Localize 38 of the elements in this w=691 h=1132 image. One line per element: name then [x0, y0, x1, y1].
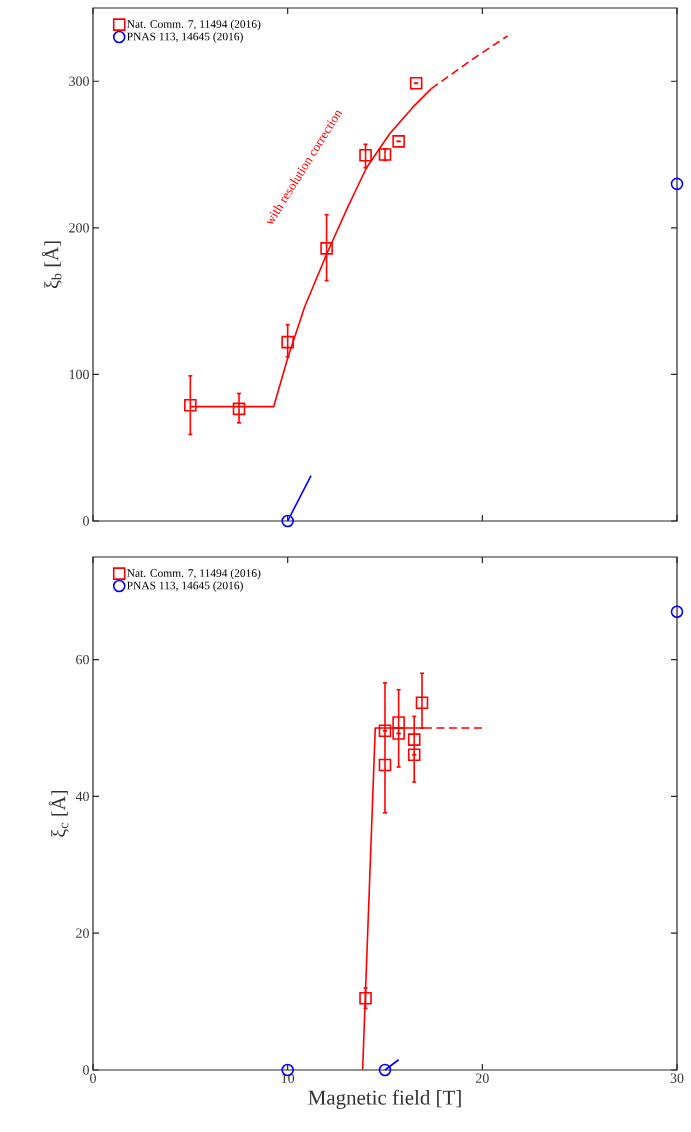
- point: [392, 135, 405, 148]
- y-tick-label: 40: [75, 791, 89, 802]
- point: [281, 335, 294, 349]
- point: [415, 696, 429, 709]
- x-axis-title: Magnetic field [T]: [308, 1089, 461, 1110]
- legend-label: PNAS 113, 14645 (2016): [127, 581, 243, 592]
- y-tick-label: 300: [69, 76, 89, 86]
- x-tick-label: 0: [90, 1073, 96, 1083]
- x-tick-label: 30: [670, 1073, 684, 1083]
- x-tick-label: 20: [475, 1073, 489, 1083]
- legend-label: Nat. Comm. 7, 11494 (2016): [127, 19, 261, 31]
- point: [378, 724, 392, 738]
- y-tick-label: 0: [83, 1065, 89, 1075]
- y-axis-title: ξ$_{b}$ [Å]: [41, 241, 62, 289]
- legend-label: Nat. Comm. 7, 11494 (2016): [127, 568, 261, 580]
- point: [392, 727, 405, 740]
- legend-label: PNAS 113, 14645 (2016): [127, 32, 243, 43]
- point: [184, 398, 197, 412]
- point: [392, 716, 405, 729]
- point: [378, 1063, 392, 1077]
- point: [359, 148, 372, 162]
- y-tick-label: 60: [76, 654, 89, 665]
- point: [670, 605, 684, 619]
- y-axis-title: ξ$_{c}$ [Å]: [48, 790, 69, 837]
- point: [407, 748, 421, 761]
- point: [378, 758, 392, 772]
- point: [407, 733, 421, 746]
- point: [232, 402, 246, 416]
- point: [320, 242, 333, 255]
- point: [409, 77, 423, 90]
- y-tick-label: 200: [69, 223, 89, 233]
- y-tick-label: 0: [83, 516, 89, 526]
- y-tick-label: 100: [69, 369, 89, 380]
- point: [281, 514, 294, 528]
- point: [378, 148, 392, 161]
- point: [670, 177, 684, 191]
- point: [359, 991, 372, 1005]
- y-tick-label: 20: [76, 928, 89, 938]
